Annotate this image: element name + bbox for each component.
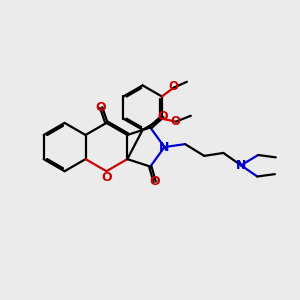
Text: O: O: [101, 171, 112, 184]
Text: O: O: [96, 101, 106, 114]
Text: N: N: [236, 159, 246, 172]
Text: O: O: [168, 80, 178, 93]
Text: N: N: [159, 141, 170, 154]
Text: O: O: [149, 176, 160, 188]
Text: O: O: [158, 110, 168, 123]
Text: O: O: [170, 115, 180, 128]
